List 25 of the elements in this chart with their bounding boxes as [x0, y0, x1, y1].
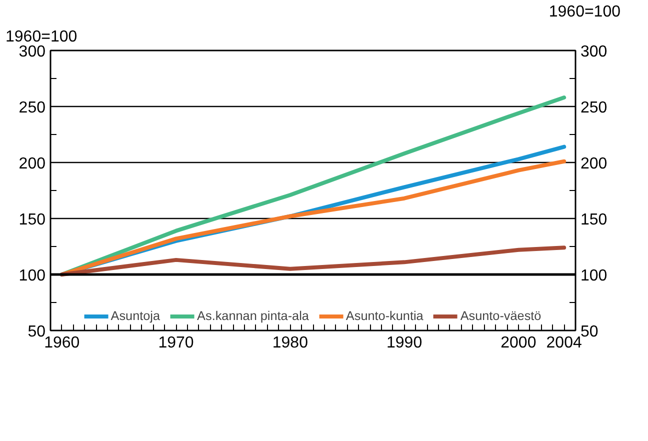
x-tick-label: 1980: [272, 334, 308, 352]
y-tick-label: 250: [18, 100, 46, 116]
y2-tick-label: 150: [580, 212, 608, 228]
y2-tick-label: 50: [580, 324, 598, 340]
y2-tick-label: 200: [580, 156, 608, 172]
line-series: [60, 246, 566, 276]
y-tick-label: 300: [18, 44, 46, 60]
x-tick-label: 1970: [158, 334, 194, 352]
x-tick-label: 2004: [546, 334, 582, 352]
x-tick-label: 2000: [500, 334, 536, 352]
y-tick-label: 100: [18, 268, 46, 284]
y2-tick-label: 100: [580, 268, 608, 284]
x-tick-label: 1960: [44, 334, 80, 352]
x-tick-label: 1990: [386, 334, 422, 352]
legend-label: Asunto-väestö: [460, 309, 542, 323]
y2-tick-label: 250: [580, 100, 608, 116]
y2-axis-title: 1960=100: [548, 4, 621, 20]
legend-label: Asunto-kuntia: [346, 309, 424, 323]
y-tick-label: 200: [18, 156, 46, 172]
y-tick-label: 50: [28, 324, 46, 340]
legend-label: Asuntoja: [110, 309, 160, 323]
y-tick-label: 150: [18, 212, 46, 228]
legend-label: As.kannan pinta-ala: [197, 309, 309, 323]
y-axis-title: 1960=100: [6, 28, 78, 46]
y2-tick-label: 300: [580, 44, 608, 60]
